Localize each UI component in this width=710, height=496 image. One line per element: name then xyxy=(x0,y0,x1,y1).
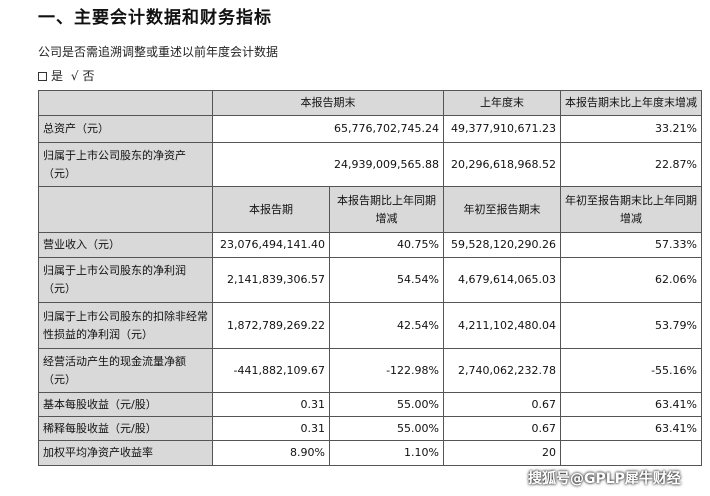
cell-value: 62.06% xyxy=(560,257,702,303)
cell-value: 55.00% xyxy=(329,416,444,441)
table-row: 加权平均净资产收益率 8.90% 1.10% 20 xyxy=(38,440,702,466)
cell-value xyxy=(560,440,702,466)
checkbox-icon xyxy=(38,72,47,81)
table1-header: 本报告期末比上年度末增减 xyxy=(560,90,702,116)
row-label: 经营活动产生的现金流量净额（元） xyxy=(38,348,213,393)
table-row: 营业收入（元） 23,076,494,141.40 40.75% 59,528,… xyxy=(38,232,702,258)
section-title: 一、主要会计数据和财务指标 xyxy=(38,8,272,28)
cell-value: 4,211,102,480.04 xyxy=(443,302,561,349)
cell-value: -441,882,109.67 xyxy=(212,348,330,393)
row-label: 加权平均净资产收益率 xyxy=(38,440,213,466)
choice-yes-label: 是 xyxy=(51,69,64,83)
row-label: 归属于上市公司股东的净利润（元） xyxy=(38,257,213,303)
cell-value: 24,939,009,565.88 xyxy=(212,142,444,187)
cell-value: 8.90% xyxy=(212,440,330,466)
cell-value: 0.67 xyxy=(443,392,561,417)
cell-value: 65,776,702,745.24 xyxy=(212,115,444,143)
table-row: 归属于上市公司股东的净利润（元） 2,141,839,306.57 54.54%… xyxy=(38,257,702,303)
cell-value: 63.41% xyxy=(560,392,702,417)
table2-header: 年初至报告期末 xyxy=(443,186,561,233)
table-row: 归属于上市公司股东的扣除非经常性损益的净利润（元） 1,872,789,269.… xyxy=(38,302,702,349)
cell-value: 0.67 xyxy=(443,416,561,441)
source-watermark: 搜狐号@GPLP犀牛财经 xyxy=(528,471,681,487)
cell-value: 54.54% xyxy=(329,257,444,303)
table2-header: 本报告期比上年同期增减 xyxy=(329,186,444,233)
cell-value: 57.33% xyxy=(560,232,702,258)
cell-value: 0.31 xyxy=(212,416,330,441)
cell-value: 23,076,494,141.40 xyxy=(212,232,330,258)
cell-value: 22.87% xyxy=(560,142,702,187)
row-label: 营业收入（元） xyxy=(38,232,213,258)
table-row: 归属于上市公司股东的净资产（元） 24,939,009,565.88 20,29… xyxy=(38,142,702,187)
table2-corner xyxy=(38,186,213,233)
table1-header: 本报告期末 xyxy=(212,90,444,116)
cell-value: 49,377,910,671.23 xyxy=(443,115,561,143)
cell-value: 55.00% xyxy=(329,392,444,417)
table1-header-row: 本报告期末 上年度末 本报告期末比上年度末增减 xyxy=(38,90,702,116)
table2-header: 本报告期 xyxy=(212,186,330,233)
cell-value: 20 xyxy=(443,440,561,466)
cell-value: 1,872,789,269.22 xyxy=(212,302,330,349)
table-row: 稀释每股收益（元/股） 0.31 55.00% 0.67 63.41% xyxy=(38,416,702,441)
financial-indicators-table: 本报告期末 上年度末 本报告期末比上年度末增减 总资产（元） 65,776,70… xyxy=(38,90,702,466)
table-row: 总资产（元） 65,776,702,745.24 49,377,910,671.… xyxy=(38,115,702,143)
restatement-choice: 是 √ 否 xyxy=(38,67,99,84)
table-row: 基本每股收益（元/股） 0.31 55.00% 0.67 63.41% xyxy=(38,392,702,417)
cell-value: -122.98% xyxy=(329,348,444,393)
row-label: 稀释每股收益（元/股） xyxy=(38,416,213,441)
cell-value: 1.10% xyxy=(329,440,444,466)
cell-value: 2,141,839,306.57 xyxy=(212,257,330,303)
row-label: 归属于上市公司股东的扣除非经常性损益的净利润（元） xyxy=(38,302,213,349)
row-label: 总资产（元） xyxy=(38,115,213,143)
check-mark: √ xyxy=(70,69,79,83)
cell-value: 40.75% xyxy=(329,232,444,258)
table1-corner xyxy=(38,90,213,116)
cell-value: 2,740,062,232.78 xyxy=(443,348,561,393)
restatement-question: 公司是否需追溯调整或重述以前年度会计数据 xyxy=(38,45,279,59)
table-row: 经营活动产生的现金流量净额（元） -441,882,109.67 -122.98… xyxy=(38,348,702,393)
cell-value: 20,296,618,968.52 xyxy=(443,142,561,187)
choice-no-label: 否 xyxy=(82,69,95,83)
cell-value: 0.31 xyxy=(212,392,330,417)
cell-value: 4,679,614,065.03 xyxy=(443,257,561,303)
cell-value: 42.54% xyxy=(329,302,444,349)
table1-header: 上年度末 xyxy=(443,90,561,116)
cell-value: 53.79% xyxy=(560,302,702,349)
table2-header-row: 本报告期 本报告期比上年同期增减 年初至报告期末 年初至报告期末比上年同期增减 xyxy=(38,186,702,233)
cell-value: -55.16% xyxy=(560,348,702,393)
row-label: 基本每股收益（元/股） xyxy=(38,392,213,417)
cell-value: 63.41% xyxy=(560,416,702,441)
row-label: 归属于上市公司股东的净资产（元） xyxy=(38,142,213,187)
cell-value: 33.21% xyxy=(560,115,702,143)
cell-value: 59,528,120,290.26 xyxy=(443,232,561,258)
table2-header: 年初至报告期末比上年同期增减 xyxy=(560,186,702,233)
